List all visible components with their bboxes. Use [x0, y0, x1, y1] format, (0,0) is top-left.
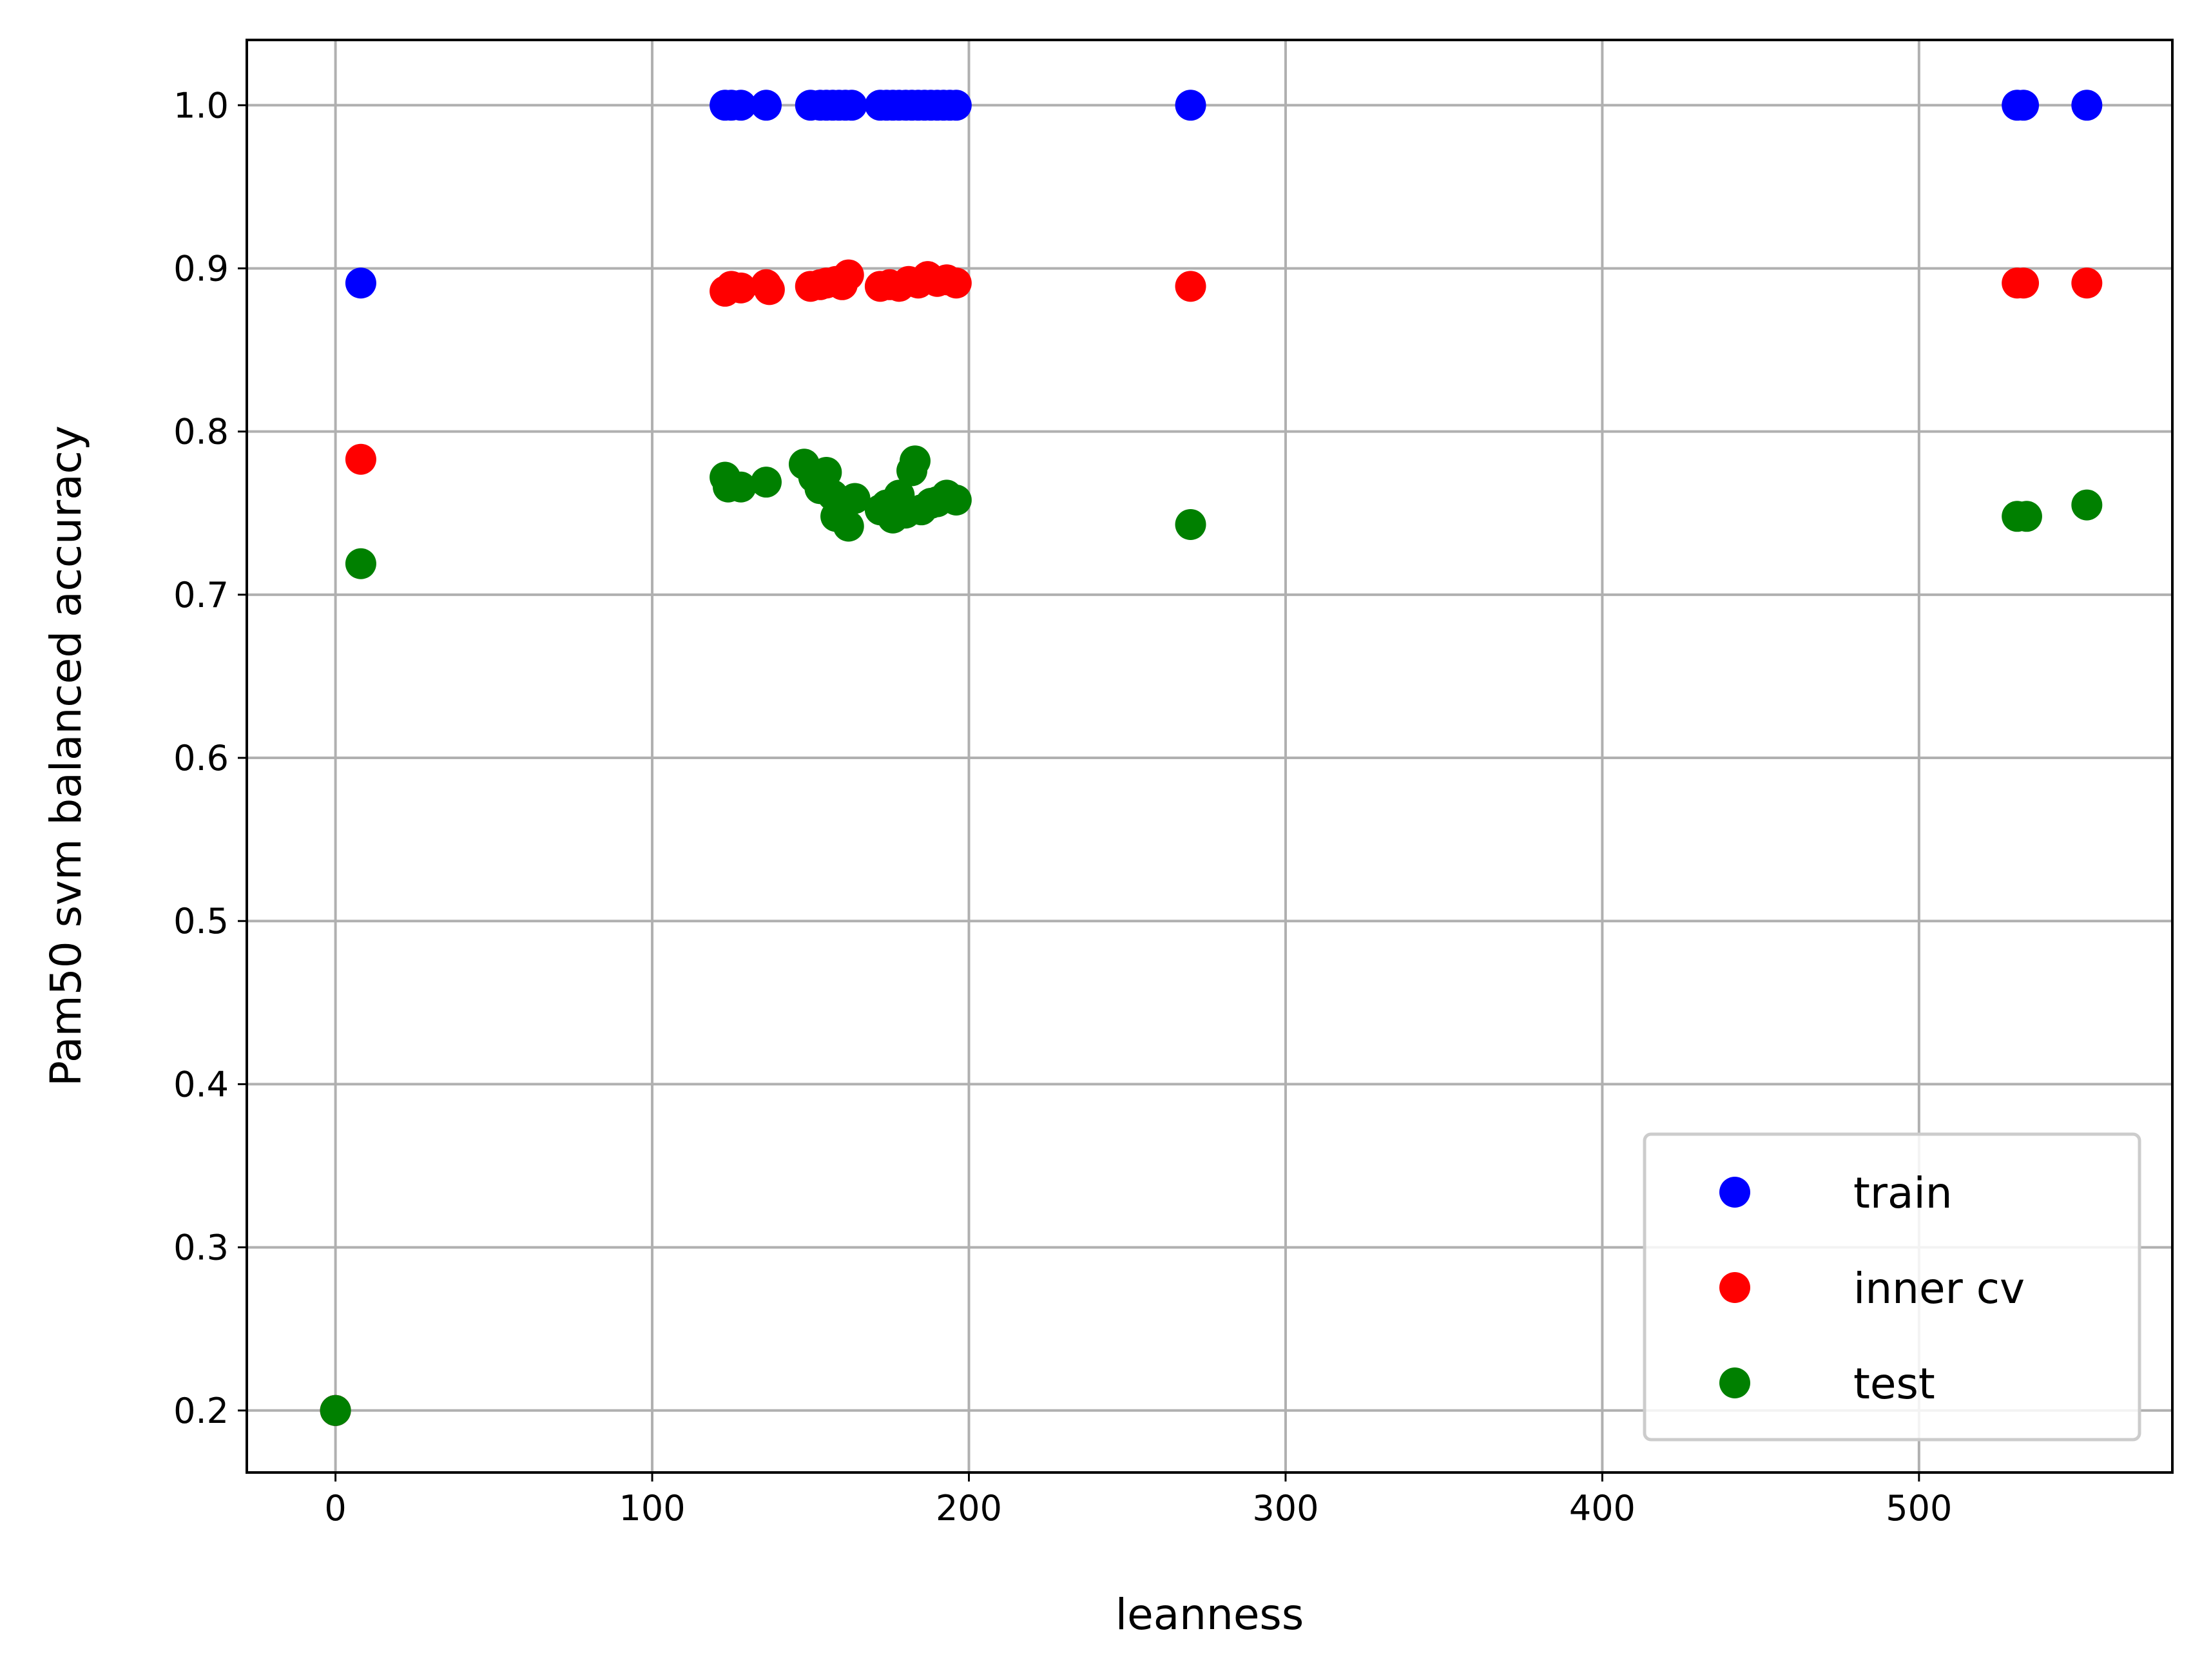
legend-marker-inner-cv: [1719, 1272, 1750, 1303]
point-inner-cv: [2008, 267, 2040, 299]
legend-marker-test: [1719, 1367, 1750, 1398]
y-tick-label: 0.6: [173, 738, 229, 778]
y-tick-label: 0.2: [173, 1391, 229, 1431]
x-tick-label: 100: [619, 1488, 686, 1529]
point-inner-cv: [2071, 267, 2103, 299]
y-tick-label: 0.4: [173, 1064, 229, 1105]
point-inner-cv: [1175, 271, 1206, 302]
point-train: [725, 90, 757, 121]
x-tick-label: 500: [1886, 1488, 1952, 1529]
point-train: [750, 90, 782, 121]
y-tick-label: 0.3: [173, 1228, 229, 1268]
point-train: [345, 267, 376, 299]
point-test: [2071, 489, 2103, 521]
x-tick-label: 400: [1569, 1488, 1636, 1529]
point-inner-cv: [725, 272, 757, 304]
y-axis-ticks: 0.2 0.3 0.4 0.5 0.6 0.7 0.8 0.9 1.0: [173, 85, 247, 1431]
point-test: [833, 510, 864, 542]
y-tick-label: 0.8: [173, 412, 229, 452]
x-tick-label: 300: [1252, 1488, 1318, 1529]
point-train: [836, 90, 867, 121]
point-test: [725, 471, 757, 503]
x-tick-label: 200: [936, 1488, 1002, 1529]
x-axis-label: leanness: [1115, 1590, 1304, 1639]
legend-label-train: train: [1853, 1168, 1953, 1218]
data-points: [320, 90, 2103, 1426]
point-inner-cv: [345, 443, 376, 475]
y-tick-label: 0.7: [173, 575, 229, 615]
point-test: [899, 445, 931, 477]
y-axis-label: Pam50 svm balanced accuracy: [41, 425, 91, 1086]
y-tick-label: 0.9: [173, 248, 229, 289]
legend: train inner cv test: [1643, 1132, 2141, 1442]
point-test: [345, 548, 376, 579]
point-train: [2071, 90, 2103, 121]
plot-frame: [246, 39, 2174, 1474]
legend-label-test: test: [1853, 1359, 1935, 1409]
y-tick-label: 1.0: [173, 85, 229, 126]
legend-frame: [1643, 1132, 2141, 1442]
point-train: [2008, 90, 2040, 121]
x-tick-label: 0: [324, 1488, 346, 1529]
legend-label-inner-cv: inner cv: [1853, 1264, 2025, 1313]
point-inner-cv: [753, 274, 785, 305]
x-axis-ticks: 0 100 200 300 400 500: [324, 1472, 1952, 1529]
point-train: [940, 90, 972, 121]
point-test: [940, 484, 972, 516]
point-test: [1175, 508, 1206, 540]
point-test: [839, 483, 871, 514]
legend-marker-train: [1719, 1177, 1750, 1208]
point-test: [320, 1395, 351, 1426]
point-inner-cv: [940, 267, 972, 299]
y-tick-label: 0.5: [173, 901, 229, 941]
point-test: [2011, 501, 2042, 532]
point-test: [750, 467, 782, 498]
point-train: [1175, 90, 1206, 121]
point-inner-cv: [833, 259, 864, 291]
